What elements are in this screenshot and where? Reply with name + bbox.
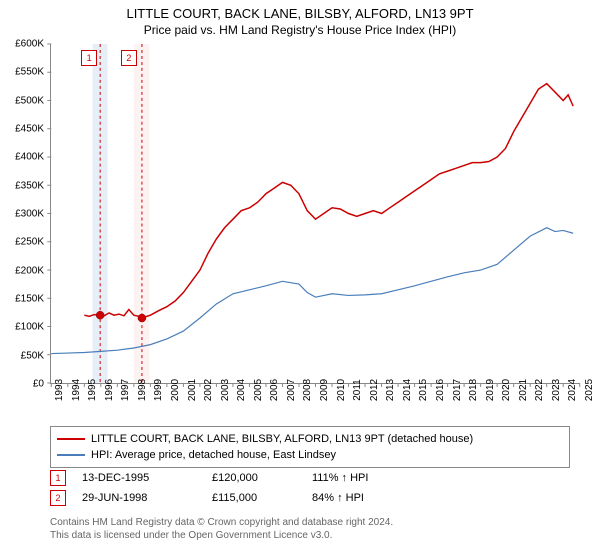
event-marker-1: 1 bbox=[81, 50, 97, 66]
x-axis-label: 2013 bbox=[385, 379, 396, 401]
y-axis-label: £250K bbox=[0, 237, 44, 248]
x-axis-label: 2008 bbox=[302, 379, 313, 401]
event-price: £115,000 bbox=[212, 492, 312, 504]
x-axis-label: 2021 bbox=[518, 379, 529, 401]
event-date: 13-DEC-1995 bbox=[82, 472, 212, 484]
chart-svg bbox=[51, 44, 580, 383]
x-axis-label: 2000 bbox=[170, 379, 181, 401]
x-axis-label: 2012 bbox=[369, 379, 380, 401]
y-axis-label: £350K bbox=[0, 180, 44, 191]
y-axis-label: £450K bbox=[0, 124, 44, 135]
y-axis-label: £600K bbox=[0, 39, 44, 50]
x-axis-label: 2002 bbox=[203, 379, 214, 401]
y-axis-label: £500K bbox=[0, 95, 44, 106]
x-axis-label: 2018 bbox=[468, 379, 479, 401]
x-axis-label: 2007 bbox=[286, 379, 297, 401]
legend-item: HPI: Average price, detached house, East… bbox=[57, 447, 563, 463]
x-axis-label: 2004 bbox=[236, 379, 247, 401]
y-axis-label: £50K bbox=[0, 350, 44, 361]
y-axis-label: £0 bbox=[0, 379, 44, 390]
x-axis-label: 2003 bbox=[220, 379, 231, 401]
x-axis-label: 2017 bbox=[452, 379, 463, 401]
legend-swatch bbox=[57, 438, 85, 440]
footnote: Contains HM Land Registry data © Crown c… bbox=[50, 516, 570, 542]
x-axis-label: 2024 bbox=[567, 379, 578, 401]
x-axis-label: 2001 bbox=[187, 379, 198, 401]
y-axis-label: £550K bbox=[0, 67, 44, 78]
legend-label: HPI: Average price, detached house, East… bbox=[91, 449, 336, 461]
event-marker-box: 2 bbox=[50, 490, 66, 506]
x-axis-label: 2019 bbox=[485, 379, 496, 401]
x-axis-label: 2015 bbox=[418, 379, 429, 401]
event-pct: 111% ↑ HPI bbox=[312, 472, 432, 484]
x-axis-label: 1997 bbox=[120, 379, 131, 401]
event-pct: 84% ↑ HPI bbox=[312, 492, 432, 504]
x-axis-label: 2010 bbox=[336, 379, 347, 401]
x-axis-label: 2006 bbox=[269, 379, 280, 401]
legend-item: LITTLE COURT, BACK LANE, BILSBY, ALFORD,… bbox=[57, 431, 563, 447]
event-price: £120,000 bbox=[212, 472, 312, 484]
chart-area bbox=[50, 44, 580, 384]
y-axis-label: £100K bbox=[0, 322, 44, 333]
legend-label: LITTLE COURT, BACK LANE, BILSBY, ALFORD,… bbox=[91, 433, 473, 445]
x-axis-label: 2025 bbox=[584, 379, 595, 401]
x-axis-label: 2022 bbox=[534, 379, 545, 401]
x-axis-label: 1999 bbox=[153, 379, 164, 401]
x-axis-label: 2023 bbox=[551, 379, 562, 401]
event-list: 1 13-DEC-1995£120,000111% ↑ HPI 2 29-JUN-19… bbox=[50, 468, 570, 508]
footnote-line1: Contains HM Land Registry data © Crown c… bbox=[50, 517, 393, 528]
y-axis-label: £300K bbox=[0, 209, 44, 220]
event-row: 2 29-JUN-1998£115,00084% ↑ HPI bbox=[50, 488, 570, 508]
event-marker-2: 2 bbox=[121, 50, 137, 66]
x-axis-label: 2020 bbox=[501, 379, 512, 401]
x-axis-label: 2005 bbox=[253, 379, 264, 401]
x-axis-label: 1998 bbox=[137, 379, 148, 401]
y-axis-label: £150K bbox=[0, 294, 44, 305]
x-axis-label: 2009 bbox=[319, 379, 330, 401]
x-axis-label: 2011 bbox=[352, 379, 363, 401]
legend: LITTLE COURT, BACK LANE, BILSBY, ALFORD,… bbox=[50, 426, 570, 468]
x-axis-label: 1996 bbox=[104, 379, 115, 401]
x-axis-label: 2016 bbox=[435, 379, 446, 401]
legend-swatch bbox=[57, 454, 85, 456]
x-axis-label: 1994 bbox=[71, 379, 82, 401]
event-marker-box: 1 bbox=[50, 470, 66, 486]
footnote-line2: This data is licensed under the Open Gov… bbox=[50, 530, 332, 541]
y-axis-label: £200K bbox=[0, 265, 44, 276]
x-axis-label: 2014 bbox=[402, 379, 413, 401]
event-row: 1 13-DEC-1995£120,000111% ↑ HPI bbox=[50, 468, 570, 488]
y-axis-label: £400K bbox=[0, 152, 44, 163]
chart-title: LITTLE COURT, BACK LANE, BILSBY, ALFORD,… bbox=[0, 0, 600, 21]
x-axis-label: 1993 bbox=[54, 379, 65, 401]
event-date: 29-JUN-1998 bbox=[82, 492, 212, 504]
chart-subtitle: Price paid vs. HM Land Registry's House … bbox=[0, 21, 600, 37]
x-axis-label: 1995 bbox=[87, 379, 98, 401]
